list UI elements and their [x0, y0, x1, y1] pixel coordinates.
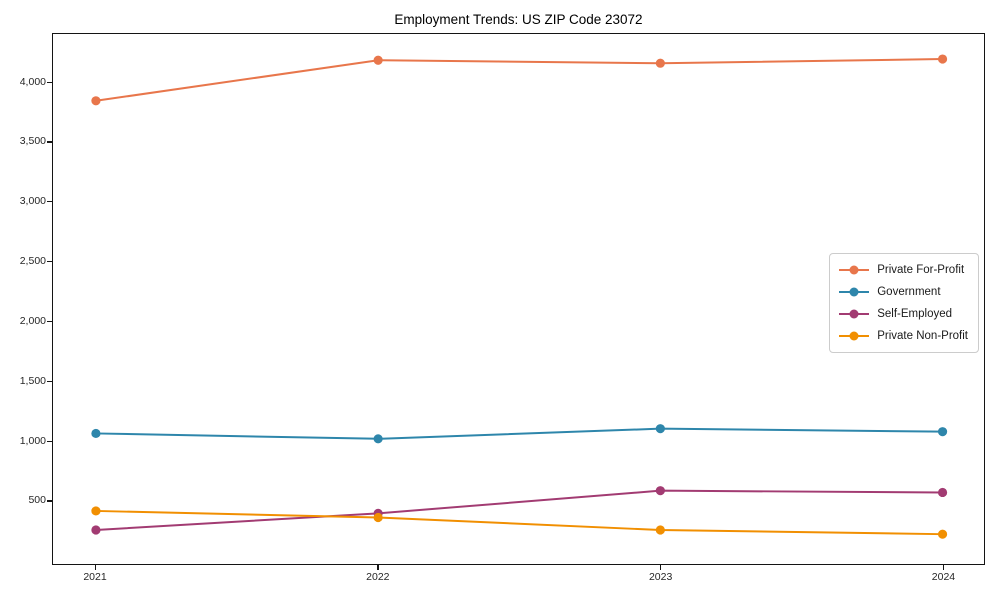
legend-item: Private Non-Profit: [839, 328, 968, 344]
legend-line-marker-icon: [839, 309, 870, 319]
data-point: [655, 525, 665, 535]
legend-label: Self-Employed: [877, 308, 953, 320]
plot-area: Private For-Profit Government Self-Employe…: [52, 33, 985, 565]
legend-dot-icon: [849, 287, 859, 297]
x-tick-label: 2022: [366, 571, 390, 583]
data-point: [937, 427, 948, 437]
data-point: [937, 487, 948, 498]
legend-item: Self-Employed: [839, 306, 968, 322]
data-point: [937, 54, 948, 64]
line-series-plot: [91, 54, 948, 539]
legend-dot-icon: [849, 309, 859, 319]
data-point: [373, 55, 383, 65]
data-point: [655, 424, 665, 434]
chart-title: Employment Trends: US ZIP Code 23072: [394, 12, 643, 27]
y-tick-label: 2,000: [19, 314, 46, 327]
x-tick-mark: [94, 565, 96, 570]
data-point: [91, 428, 101, 439]
y-tick-label: 1,000: [19, 434, 46, 447]
legend: Private For-Profit Government Self-Employe…: [829, 253, 979, 353]
x-tick-label: 2024: [931, 571, 956, 583]
x-tick-label: 2023: [648, 571, 673, 583]
legend-label: Government: [877, 286, 941, 298]
data-point: [91, 96, 101, 106]
x-tick-mark: [660, 565, 662, 570]
data-point: [91, 525, 101, 535]
legend-label: Private For-Profit: [877, 264, 965, 276]
data-point: [937, 529, 948, 539]
legend-dot-icon: [849, 331, 859, 341]
legend-dot-icon: [849, 265, 859, 275]
y-tick-label: 4,000: [19, 75, 46, 88]
legend-line-marker-icon: [839, 265, 870, 275]
legend-label: Private Non-Profit: [877, 330, 968, 342]
legend-line-marker-icon: [839, 331, 870, 341]
legend-item: Government: [839, 284, 968, 300]
legend-item: Private For-Profit: [839, 262, 968, 278]
y-tick-label: 500: [28, 494, 46, 507]
y-tick-label: 3,000: [19, 195, 46, 208]
data-point: [373, 434, 383, 444]
data-point: [655, 486, 665, 496]
series-line-2: [95, 489, 943, 532]
series-line-0: [95, 58, 943, 102]
x-tick-mark: [942, 565, 945, 570]
y-tick-label: 2,500: [19, 255, 46, 268]
x-tick-mark: [377, 565, 379, 570]
data-point: [373, 512, 383, 523]
y-tick-label: 1,500: [19, 374, 46, 387]
legend-line-marker-icon: [839, 287, 870, 297]
x-tick-label: 2021: [83, 571, 107, 583]
series-line-1: [95, 427, 943, 440]
data-point: [655, 58, 665, 68]
y-tick-label: 3,500: [19, 135, 46, 148]
series-line-3: [95, 509, 943, 536]
data-point: [91, 506, 101, 516]
